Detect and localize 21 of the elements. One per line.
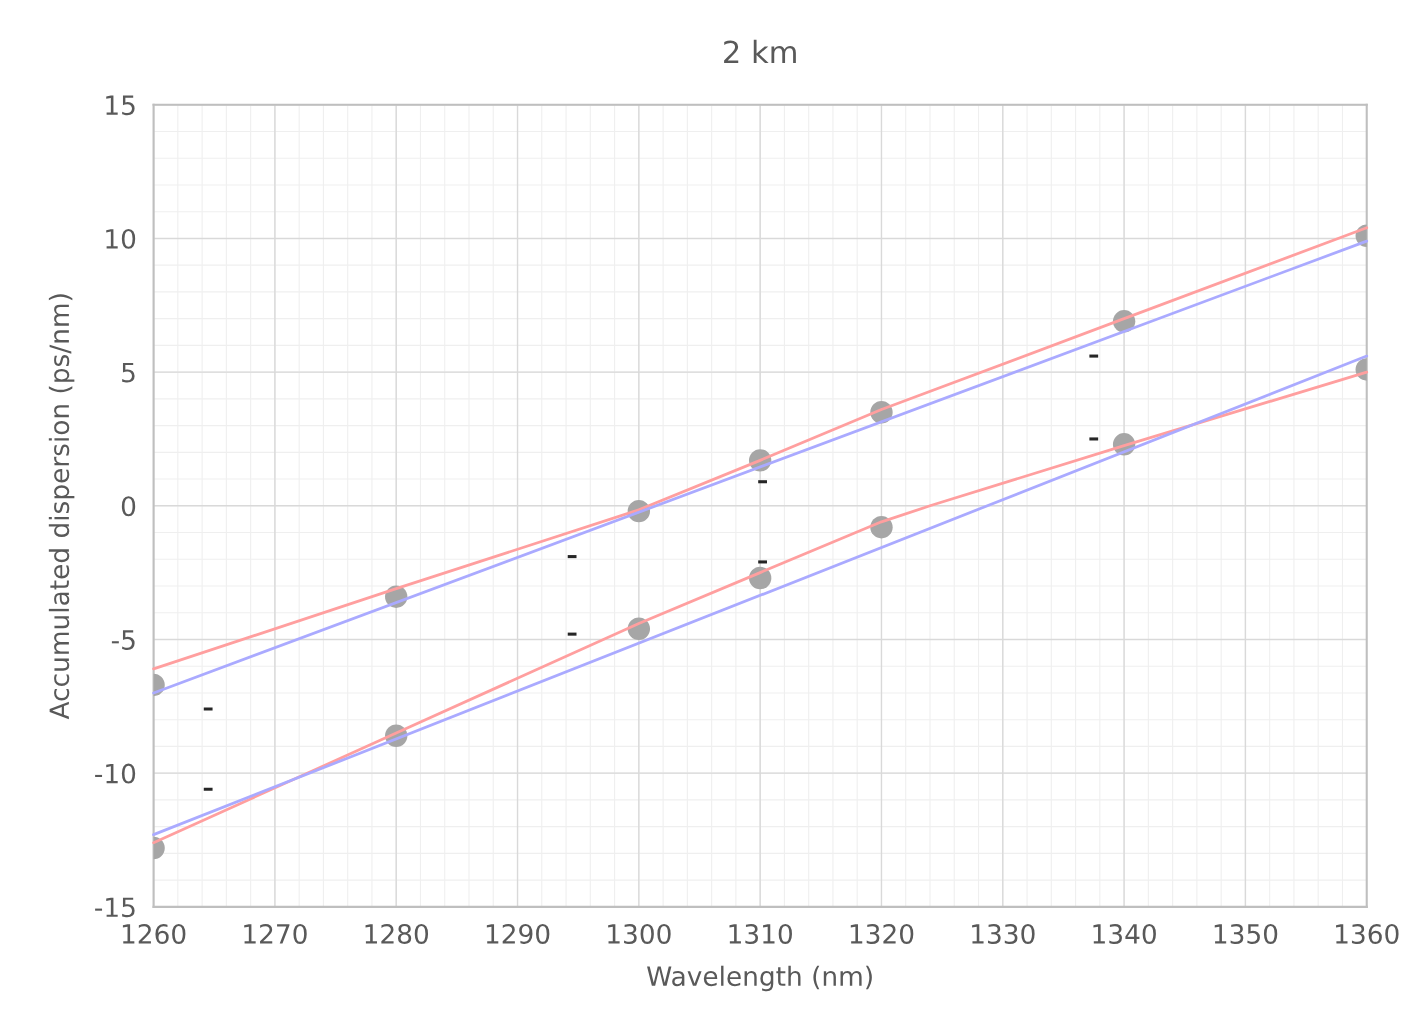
- y-tick-label: 10: [106, 228, 136, 249]
- x-tick-label: 1340: [1093, 923, 1156, 944]
- x-tick-label: 1320: [850, 923, 914, 944]
- y-tick-label: 15: [106, 95, 135, 116]
- x-tick-label: 1350: [1214, 923, 1278, 944]
- x-tick-label: 1310: [729, 923, 792, 944]
- x-tick-label: 1260: [122, 923, 186, 944]
- y-tick-label: -10: [95, 763, 136, 784]
- y-tick-label: 5: [122, 362, 135, 383]
- y-tick-label: 0: [121, 496, 136, 517]
- y-tick-label: -15: [95, 897, 135, 918]
- x-tick-label: 1270: [244, 923, 307, 944]
- x-tick-label: 1280: [365, 923, 429, 944]
- x-tick-label: 1300: [608, 923, 671, 944]
- y-axis-title: Accumulated dispersion (ps/nm): [48, 294, 75, 720]
- x-tick-label: 1360: [1336, 923, 1399, 944]
- x-tick-label: 1330: [972, 923, 1035, 944]
- x-axis-title: Wavelength (nm): [647, 965, 872, 992]
- x-tick-label: 1290: [486, 923, 550, 944]
- chart-title: 2 km: [724, 39, 796, 64]
- y-tick-label: -5: [111, 630, 135, 650]
